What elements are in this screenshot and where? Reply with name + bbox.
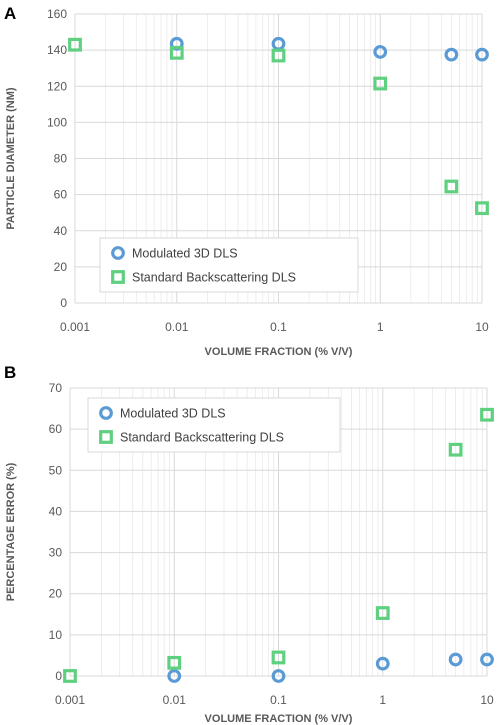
data-point — [63, 669, 77, 683]
y-tick-label: 0 — [55, 669, 62, 683]
x-tick-label: 0.01 — [165, 320, 189, 334]
data-point — [480, 407, 494, 422]
y-tick-label: 0 — [60, 296, 67, 310]
y-axis-title: PARTICLE DIAMETER (NM) — [5, 87, 17, 230]
y-tick-label: 70 — [49, 381, 63, 395]
data-point — [475, 47, 489, 62]
y-tick-label: 20 — [49, 587, 63, 601]
y-tick-label: 140 — [47, 43, 67, 57]
y-tick-label: 160 — [47, 7, 67, 21]
panel-b: B 0.001 0.01 0.1 1 10 0 10 20 30 40 50 60 70 VOLUME FR… — [4, 363, 494, 725]
gridlines — [69, 387, 488, 677]
legend-marker — [99, 430, 113, 444]
data-point — [373, 45, 388, 59]
x-tick-label: 0.1 — [270, 320, 287, 334]
x-tick-label: 1 — [379, 693, 386, 707]
legend-label: Modulated 3D DLS — [132, 247, 238, 261]
data-point — [448, 652, 463, 667]
series-modulated-3d-dls — [169, 36, 489, 62]
data-point — [375, 656, 390, 671]
data-point — [444, 179, 459, 194]
y-tick-label: 40 — [54, 224, 68, 238]
y-tick-label: 60 — [54, 188, 68, 202]
data-point — [271, 48, 286, 63]
x-tick-label: 10 — [480, 693, 494, 707]
data-point — [375, 606, 390, 620]
y-tick-label: 30 — [49, 546, 63, 560]
legend-label: Modulated 3D DLS — [120, 407, 226, 421]
legend-box — [99, 237, 359, 293]
x-axis-title: VOLUME FRACTION (% V/V) — [205, 713, 353, 725]
x-tick-label: 0.01 — [163, 693, 187, 707]
y-tick-label: 20 — [54, 260, 68, 274]
x-tick-label: 0.001 — [60, 320, 90, 334]
data-point — [167, 655, 182, 670]
legend-marker — [111, 270, 125, 284]
y-tick-label: 80 — [54, 152, 68, 166]
series-standard-backscattering-dls — [63, 407, 494, 683]
legend-box — [87, 397, 341, 453]
data-point — [167, 669, 182, 683]
x-tick-label: 10 — [475, 320, 489, 334]
data-point — [271, 650, 286, 665]
legend: Modulated 3D DLS Standard Backscattering … — [87, 397, 341, 453]
legend-marker — [99, 406, 113, 420]
y-tick-label: 60 — [49, 422, 63, 436]
y-tick-label: 120 — [47, 79, 67, 93]
legend-label: Standard Backscattering DLS — [120, 431, 284, 445]
data-point — [169, 45, 184, 60]
data-point — [373, 76, 388, 91]
x-tick-label: 1 — [377, 320, 384, 334]
data-point — [68, 37, 82, 52]
y-tick-label: 40 — [49, 504, 63, 518]
panel-letter: A — [4, 4, 16, 23]
panel-a: A0.001 0.01 0.1 1 10020406080100120140160VOL… — [4, 4, 489, 358]
legend-marker — [111, 246, 125, 260]
y-tick-label: 10 — [49, 628, 63, 642]
y-tick-label: 50 — [49, 463, 63, 477]
series-modulated-3d-dls — [167, 652, 494, 683]
legend: Modulated 3D DLS Standard Backscattering … — [99, 237, 359, 293]
data-point — [480, 652, 494, 667]
x-tick-label: 0.1 — [270, 693, 287, 707]
x-axis-title: VOLUME FRACTION (% V/V) — [205, 346, 353, 358]
data-point — [271, 669, 286, 683]
data-point — [475, 201, 489, 216]
series-standard-backscattering-dls — [68, 37, 489, 216]
y-tick-label: 100 — [47, 115, 67, 129]
panel-letter: B — [4, 363, 16, 382]
data-point — [448, 442, 463, 457]
x-tick-label: 0.001 — [55, 693, 85, 707]
y-axis-title: PERCENTAGE ERROR (%) — [5, 462, 17, 601]
data-point — [444, 47, 459, 62]
legend-label: Standard Backscattering DLS — [132, 271, 296, 285]
